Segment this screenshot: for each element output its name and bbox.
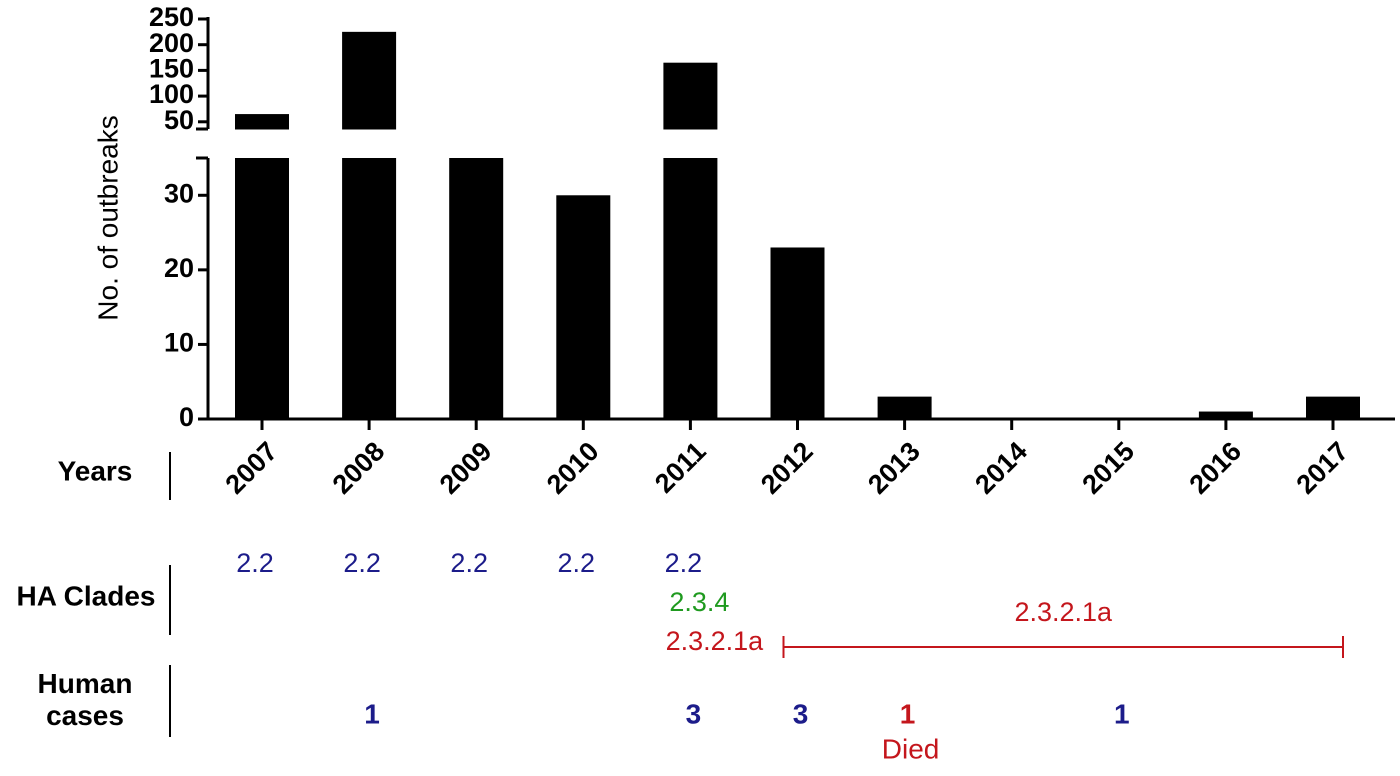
x-tick-label: 2016 [1183, 436, 1247, 500]
bar [235, 158, 289, 419]
bar [235, 114, 289, 130]
y-tick-label: 250 [149, 2, 194, 32]
x-tick-label: 2014 [969, 436, 1033, 500]
row-label: HA Clades [16, 580, 155, 611]
x-tick-label: 2010 [541, 436, 605, 500]
clade-range-label: 2.3.2.1a [1014, 597, 1113, 627]
human-case-count: 1 [364, 698, 380, 729]
x-tick-label: 2008 [327, 436, 391, 500]
clade-label: 2.3.2.1a [666, 626, 765, 656]
human-case-count: 3 [686, 698, 702, 729]
x-tick-label: 2011 [649, 436, 712, 499]
bar [663, 158, 718, 419]
y-axis-title: No. of outbreaks [92, 115, 123, 320]
y-tick-label: 20 [164, 253, 194, 283]
y-tick-label: 50 [164, 105, 194, 135]
bar [877, 396, 932, 419]
human-case-note: Died [882, 733, 940, 764]
x-tick-label: 2015 [1076, 436, 1140, 500]
bar [556, 195, 611, 419]
x-tick-label: 2013 [862, 436, 926, 500]
row-label: Human cases [37, 668, 133, 731]
y-tick-label: 30 [164, 178, 194, 208]
bar [1198, 411, 1253, 419]
bar [663, 62, 718, 130]
bar [449, 158, 504, 419]
clade-label: 2.2 [236, 548, 274, 578]
clade-label: 2.2 [343, 548, 381, 578]
bar [342, 31, 397, 130]
row-label: Years [58, 455, 133, 486]
bar [1306, 396, 1360, 419]
y-tick-label: 0 [179, 402, 194, 432]
y-tick-label: 100 [149, 79, 194, 109]
bar [770, 247, 825, 419]
y-tick-label: 10 [164, 328, 194, 358]
x-tick-label: 2017 [1291, 436, 1355, 500]
clade-label: 2.3.4 [669, 587, 729, 617]
clade-label: 2.2 [558, 548, 596, 578]
human-case-count: 3 [793, 698, 809, 729]
y-tick-label: 200 [149, 28, 194, 58]
x-tick-label: 2012 [755, 436, 819, 500]
clade-label: 2.2 [665, 548, 703, 578]
human-case-count: 1 [1114, 698, 1130, 729]
x-tick-label: 2007 [220, 436, 284, 500]
human-case-count: 1 [900, 698, 916, 729]
clade-label: 2.2 [450, 548, 488, 578]
y-tick-label: 150 [149, 54, 194, 84]
bar [342, 158, 397, 419]
x-tick-label: 2009 [434, 436, 498, 500]
